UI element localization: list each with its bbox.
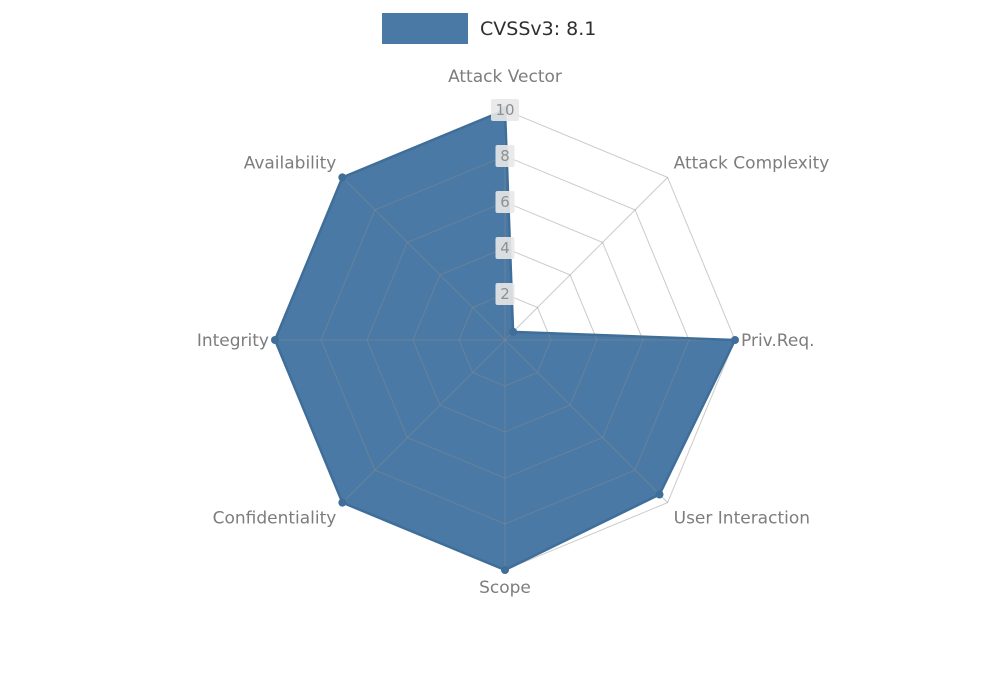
axis-label-scope: Scope <box>479 578 531 598</box>
axis-label-integrity: Integrity <box>197 331 269 351</box>
vertex-marker <box>338 498 347 507</box>
legend-label: CVSSv3: 8.1 <box>480 17 597 40</box>
vertex-marker <box>501 566 509 574</box>
axis-spoke <box>504 177 668 341</box>
axis-spoke <box>342 177 506 341</box>
legend: CVSSv3: 8.1 <box>382 13 596 44</box>
tick-label-box <box>495 191 515 213</box>
tick-label: 8 <box>500 147 510 165</box>
vertex-marker <box>731 336 739 344</box>
axis-label-attack-complexity: Attack Complexity <box>674 153 830 173</box>
axis-spoke <box>504 339 668 503</box>
vertex-marker <box>509 327 518 336</box>
axis-label-user-interaction: User Interaction <box>674 509 810 529</box>
tick-label-box <box>491 99 519 121</box>
tick-label-box <box>495 237 515 259</box>
tick-label: 10 <box>495 101 514 119</box>
tick-label: 4 <box>500 239 510 257</box>
radar-polygon-fill <box>275 110 735 570</box>
grid-ring <box>320 155 690 525</box>
tick-label: 2 <box>500 285 510 303</box>
vertex-marker <box>271 336 279 344</box>
axis-label-availability: Availability <box>244 153 337 173</box>
grid-ring <box>458 293 552 387</box>
vertex-marker <box>655 490 664 499</box>
legend-swatch <box>382 13 468 44</box>
axis-spoke <box>342 339 506 503</box>
vertex-marker <box>338 173 347 182</box>
axis-label-attack-vector: Attack Vector <box>448 67 562 87</box>
grid-ring <box>366 201 644 479</box>
grid-ring <box>412 247 598 433</box>
tick-label-box <box>495 145 515 167</box>
axis-label-priv-req-: Priv.Req. <box>741 331 815 351</box>
tick-label: 6 <box>500 193 510 211</box>
axis-label-confidentiality: Confidentiality <box>213 509 337 529</box>
tick-label-box <box>495 283 515 305</box>
